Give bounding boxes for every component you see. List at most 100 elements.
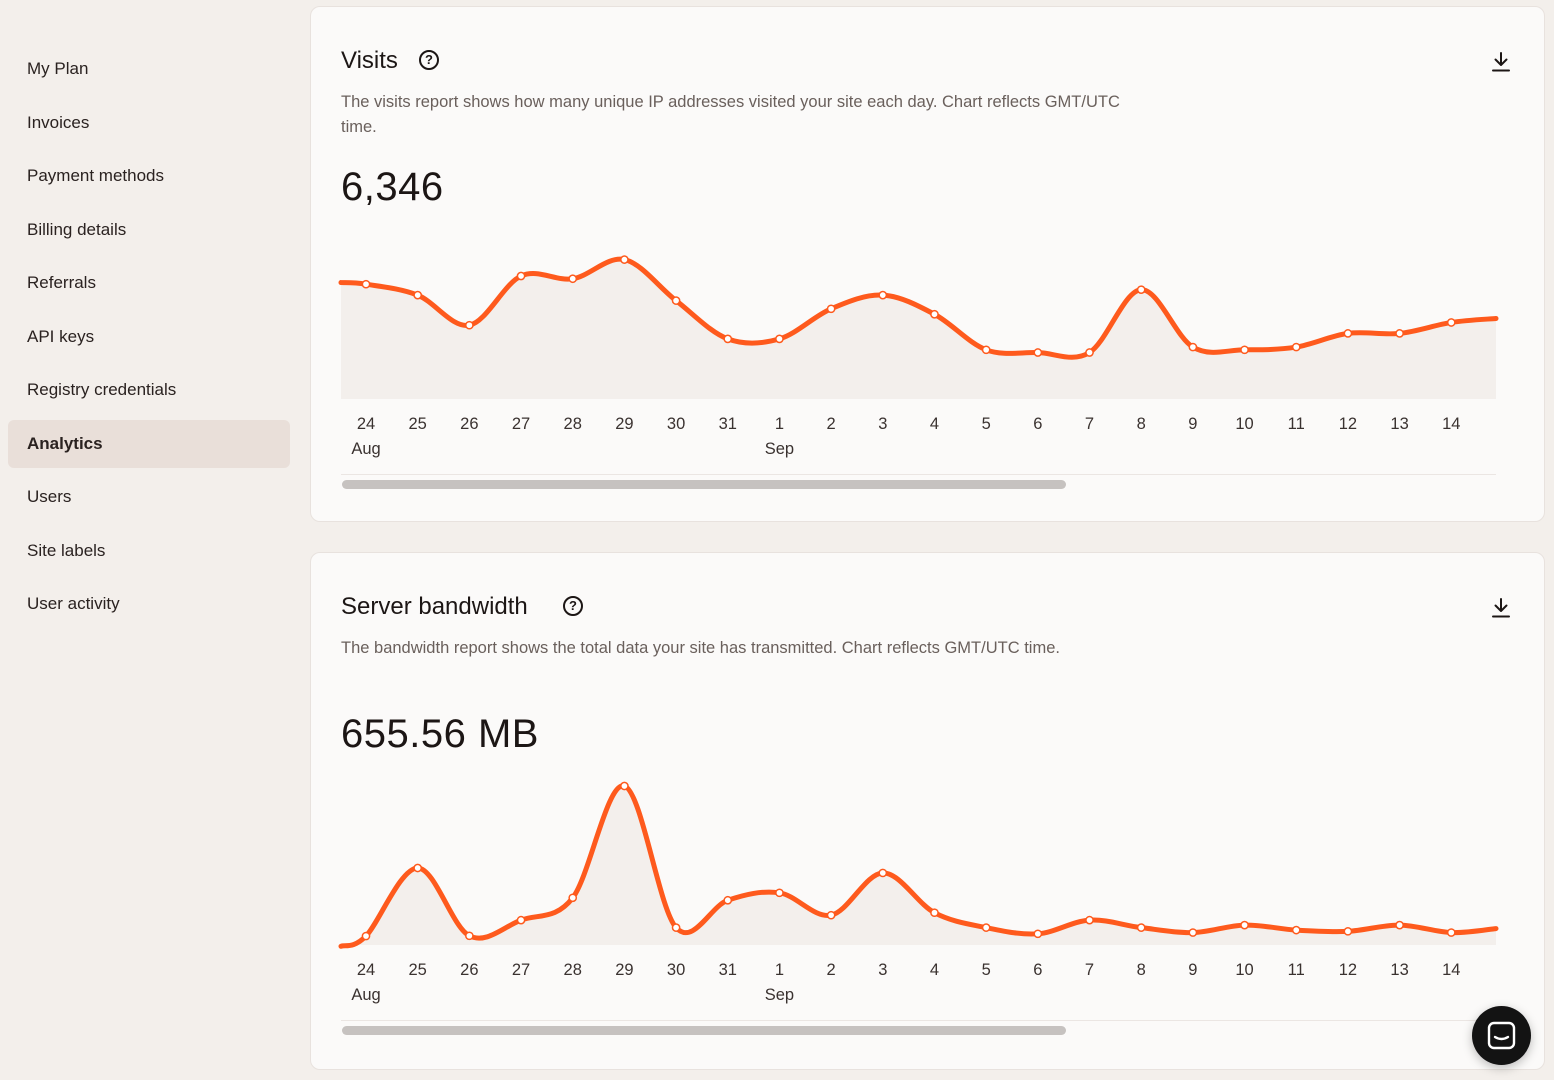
- x-tick-label: 13: [1390, 415, 1408, 433]
- data-point[interactable]: [620, 781, 629, 791]
- data-point[interactable]: [568, 274, 578, 284]
- data-point[interactable]: [620, 255, 629, 264]
- x-tick-label: 26: [460, 961, 478, 979]
- data-point[interactable]: [1291, 925, 1301, 935]
- data-point[interactable]: [1033, 929, 1043, 939]
- data-point[interactable]: [981, 345, 991, 355]
- data-point[interactable]: [775, 888, 784, 898]
- data-point[interactable]: [1395, 329, 1404, 338]
- data-point[interactable]: [1343, 329, 1353, 338]
- bandwidth-description: The bandwidth report shows the total dat…: [341, 639, 1060, 657]
- sidebar-item-user-activity[interactable]: User activity: [27, 594, 120, 613]
- visits-chart-scrollbar[interactable]: [341, 474, 1496, 491]
- sidebar-item-referrals[interactable]: Referrals: [27, 273, 96, 292]
- bandwidth-chart-scrollbar[interactable]: [341, 1020, 1496, 1037]
- x-tick-label: 8: [1137, 961, 1146, 979]
- data-point[interactable]: [1395, 920, 1404, 930]
- scrollbar-thumb[interactable]: [342, 1026, 1066, 1035]
- x-tick-label: 4: [930, 961, 939, 979]
- download-icon[interactable]: [1491, 597, 1511, 619]
- data-point[interactable]: [930, 309, 939, 319]
- sidebar-item-payment-methods[interactable]: Payment methods: [27, 166, 165, 185]
- x-tick-label: 3: [878, 961, 887, 979]
- data-point[interactable]: [361, 931, 371, 941]
- data-point[interactable]: [930, 908, 939, 918]
- download-icon[interactable]: [1491, 51, 1511, 73]
- sidebar-item-analytics[interactable]: Analytics: [8, 420, 290, 468]
- visits-card: Visits ? The visits report shows how man…: [310, 6, 1545, 522]
- data-point[interactable]: [413, 290, 423, 300]
- data-point[interactable]: [1136, 923, 1146, 932]
- x-tick-label: 8: [1137, 415, 1146, 433]
- bandwidth-card: Server bandwidth ? The bandwidth report …: [310, 552, 1545, 1070]
- scrollbar-thumb[interactable]: [342, 480, 1066, 489]
- x-tick-label: 12: [1339, 961, 1357, 979]
- x-tick-label: 4: [930, 415, 939, 433]
- data-point[interactable]: [723, 334, 733, 344]
- bandwidth-title: Server bandwidth: [341, 593, 528, 620]
- data-point[interactable]: [1343, 926, 1353, 936]
- data-point[interactable]: [826, 910, 836, 920]
- data-point[interactable]: [1085, 915, 1094, 925]
- data-point[interactable]: [1188, 928, 1198, 937]
- data-point[interactable]: [878, 290, 888, 300]
- data-point[interactable]: [1446, 928, 1456, 937]
- data-point[interactable]: [465, 320, 474, 330]
- x-tick-label: 30: [667, 415, 685, 433]
- sidebar-item-site-labels[interactable]: Site labels: [27, 541, 106, 560]
- x-tick-label: 5: [982, 961, 991, 979]
- x-tick-label: 11: [1288, 415, 1305, 433]
- data-point[interactable]: [413, 863, 423, 873]
- sidebar-item-registry-credentials[interactable]: Registry credentials: [27, 380, 177, 399]
- data-point[interactable]: [981, 923, 991, 932]
- x-tick-label: 11: [1288, 961, 1305, 979]
- data-point[interactable]: [1240, 345, 1249, 355]
- sidebar-item-invoices[interactable]: Invoices: [27, 113, 90, 132]
- data-point[interactable]: [1446, 318, 1456, 327]
- x-tick-label: 27: [512, 415, 530, 433]
- data-point[interactable]: [671, 923, 681, 932]
- sidebar-item-billing-details[interactable]: Billing details: [27, 220, 127, 239]
- x-tick-label: 29: [615, 415, 633, 433]
- data-point[interactable]: [1033, 348, 1043, 357]
- data-point[interactable]: [878, 868, 888, 878]
- x-tick-label: 1: [775, 961, 784, 979]
- x-tick-label: 7: [1085, 415, 1094, 433]
- data-point[interactable]: [1085, 348, 1094, 357]
- sidebar-item-api-keys[interactable]: API keys: [27, 327, 95, 346]
- x-tick-label: 14: [1442, 961, 1460, 979]
- data-point[interactable]: [361, 279, 371, 289]
- sidebar-item-my-plan[interactable]: My Plan: [27, 59, 89, 78]
- data-point[interactable]: [465, 931, 474, 941]
- x-tick-label: 1: [775, 415, 784, 433]
- x-tick-label: 13: [1390, 961, 1408, 979]
- x-tick-label: 3: [878, 415, 887, 433]
- question-circle-icon[interactable]: ?: [419, 50, 439, 70]
- x-tick-label: 2: [827, 415, 836, 433]
- question-circle-icon[interactable]: ?: [563, 596, 583, 616]
- data-point[interactable]: [1188, 342, 1198, 352]
- data-point[interactable]: [1291, 342, 1301, 352]
- visits-description: The visits report shows how many unique …: [341, 93, 1120, 136]
- data-point[interactable]: [1136, 285, 1146, 295]
- sidebar-item-users[interactable]: Users: [27, 487, 72, 506]
- x-tick-label: 26: [460, 415, 478, 433]
- data-point[interactable]: [568, 893, 578, 903]
- x-tick-label: 9: [1188, 961, 1197, 979]
- chat-button[interactable]: [1472, 1006, 1531, 1065]
- data-point[interactable]: [516, 271, 526, 281]
- data-point[interactable]: [826, 304, 836, 314]
- data-point[interactable]: [1240, 920, 1249, 930]
- x-tick-label: 10: [1235, 961, 1253, 979]
- x-tick-label: 31: [719, 961, 737, 979]
- data-point[interactable]: [671, 296, 681, 305]
- data-point[interactable]: [723, 895, 733, 905]
- x-month-label: Sep: [765, 986, 794, 1004]
- data-point[interactable]: [516, 915, 526, 925]
- data-point[interactable]: [775, 334, 784, 344]
- x-month-label: Aug: [351, 440, 380, 458]
- x-tick-label: 9: [1188, 415, 1197, 433]
- x-tick-label: 28: [564, 415, 582, 433]
